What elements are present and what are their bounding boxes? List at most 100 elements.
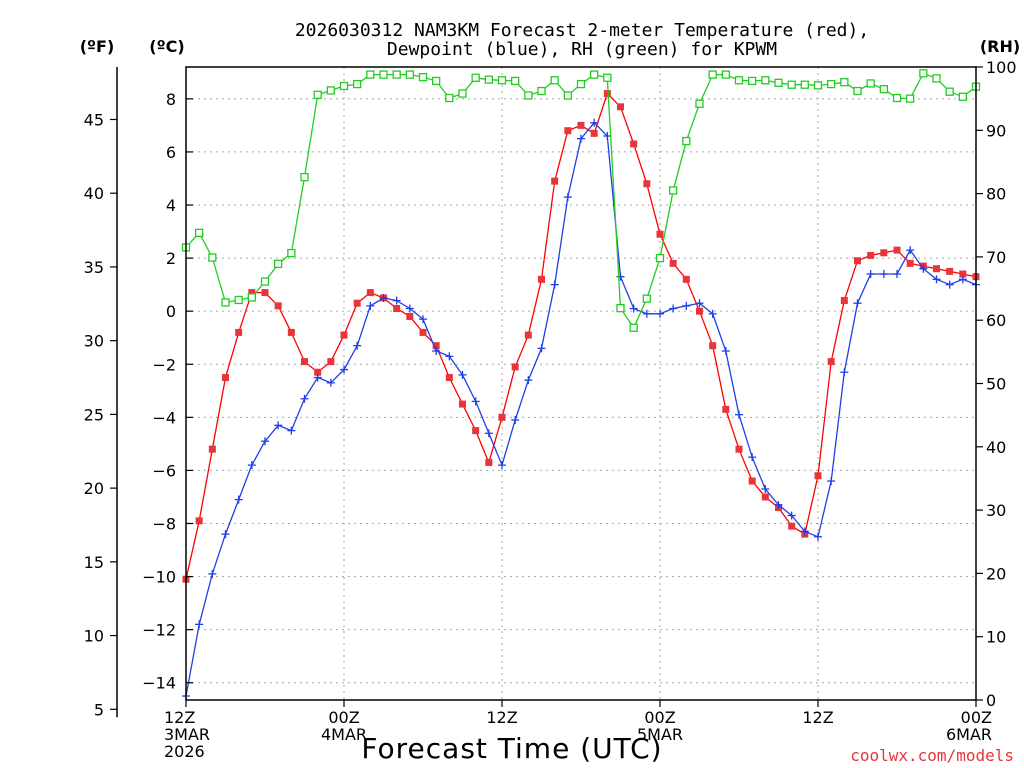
rh-point: [655, 254, 665, 263]
dewpoint-point: [642, 309, 651, 318]
dewpoint-point: [695, 299, 704, 308]
rh-point: [550, 76, 559, 85]
dewpoint-point: [419, 315, 427, 324]
rh-point: [339, 81, 349, 91]
rh-point: [787, 80, 796, 89]
celsius-unit-label: (ºC): [149, 37, 184, 56]
fahrenheit-tick-label: 30: [84, 332, 104, 351]
temperature-point: [656, 230, 664, 238]
rh-point: [642, 294, 651, 303]
temperature-point: [472, 427, 480, 435]
dewpoint-point: [958, 275, 967, 284]
rh-tick-label: 60: [986, 311, 1006, 330]
temperature-point: [248, 289, 256, 297]
series-layer: [181, 69, 981, 701]
temperature-point: [946, 267, 954, 275]
rh-point: [418, 72, 428, 82]
rh-point: [958, 92, 967, 101]
temperature-point: [590, 129, 598, 137]
rh-point: [234, 295, 243, 305]
rh-tick-label: 90: [986, 121, 1006, 140]
dewpoint-point: [590, 118, 599, 127]
temperature-point: [538, 275, 545, 283]
x-axis-title: Forecast Time (UTC): [361, 732, 662, 765]
dewpoint-point: [840, 368, 849, 377]
dewpoint-point: [563, 193, 572, 202]
rh-point: [195, 228, 204, 237]
fahrenheit-tick-label: 20: [84, 479, 104, 498]
rh-point: [945, 87, 954, 96]
dewpoint-point: [300, 394, 309, 403]
rh-point: [405, 70, 414, 79]
dewpoint-point: [340, 365, 348, 374]
dewpoint-point: [787, 511, 796, 520]
temperature-point: [208, 445, 216, 453]
dewpoint-point: [405, 304, 414, 313]
dewpoint-point: [379, 293, 388, 302]
rh-point: [932, 74, 941, 83]
dewpoint-point: [656, 309, 664, 318]
rh-point: [813, 81, 823, 90]
temperature-point: [827, 358, 835, 366]
time-tick-label: 00Z: [961, 708, 992, 727]
celsius-tick-label: −12: [142, 621, 176, 640]
time-tick-label: 00Z: [644, 708, 675, 727]
rh-point: [919, 69, 928, 78]
dewpoint-point: [234, 495, 243, 504]
temperature-point: [959, 270, 967, 278]
celsius-tick-label: 6: [166, 143, 176, 162]
temperature-point: [235, 328, 243, 336]
time-tick-label: 3MAR: [164, 725, 210, 744]
rh-point: [511, 76, 520, 86]
chart-title: 2026030312 NAM3KM Forecast 2-meter Tempe…: [295, 20, 869, 41]
rh-point: [445, 93, 454, 103]
fahrenheit-tick-label: 5: [94, 700, 104, 719]
rh-point: [682, 136, 691, 146]
temperature-point: [761, 493, 769, 501]
dewpoint-point: [458, 370, 467, 379]
rh-point: [827, 79, 836, 89]
dewpoint-point: [853, 299, 862, 308]
celsius-tick-label: −2: [152, 355, 176, 374]
rh-point: [866, 79, 875, 88]
temperature-point: [432, 342, 440, 350]
celsius-tick-label: 4: [166, 196, 176, 215]
rh-point: [853, 86, 862, 96]
rh-point: [221, 298, 230, 307]
dewpoint-point: [366, 301, 375, 310]
fahrenheit-tick-label: 40: [84, 184, 104, 203]
dewpoint-point: [866, 270, 875, 279]
dewpoint-point: [879, 270, 888, 279]
temperature-point: [867, 251, 875, 259]
fahrenheit-tick-label: 35: [84, 258, 104, 277]
watermark-text: coolwx.com/models: [850, 746, 1014, 765]
rh-point: [695, 99, 704, 108]
celsius-tick-label: −6: [152, 461, 176, 480]
rh-point: [800, 80, 809, 89]
temperature-point: [788, 522, 796, 530]
dewpoint-point: [550, 280, 559, 289]
dewpoint-point: [195, 620, 204, 629]
dewpoint-point: [208, 569, 217, 578]
dewpoint-point: [945, 280, 954, 289]
rh-tick-label: 100: [986, 58, 1017, 77]
rh-point: [458, 89, 467, 98]
rh-point: [208, 253, 217, 262]
rh-tick-label: 10: [986, 628, 1006, 647]
temperature-point: [366, 289, 374, 297]
rh-point: [274, 259, 283, 269]
dewpoint-point: [353, 341, 362, 350]
temperature-point: [261, 289, 269, 297]
temperature-point: [630, 140, 638, 148]
dewpoint-point: [274, 421, 283, 430]
rh-point: [366, 70, 375, 79]
dewpoint-point: [906, 246, 915, 255]
temperature-point: [814, 472, 822, 480]
temperature-point: [498, 413, 506, 421]
rh-point: [761, 76, 770, 85]
fahrenheit-tick-label: 25: [84, 405, 104, 424]
dewpoint-point: [616, 272, 625, 281]
rh-tick-label: 80: [986, 185, 1006, 204]
rh-point: [313, 90, 322, 100]
temperature-point: [722, 405, 730, 413]
